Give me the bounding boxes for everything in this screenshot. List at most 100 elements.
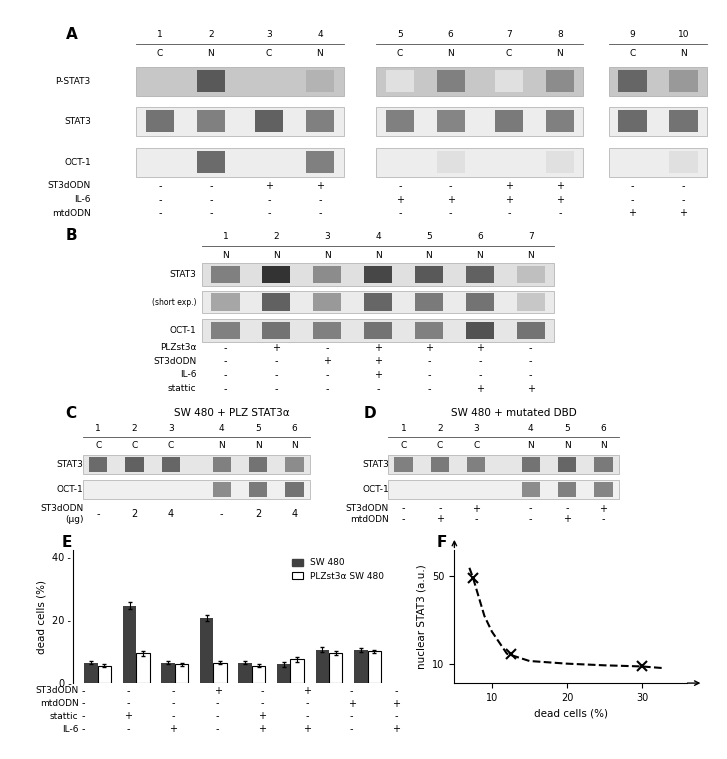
- Text: -: -: [326, 342, 329, 353]
- Y-axis label: nuclear STAT3 (a.u.): nuclear STAT3 (a.u.): [417, 564, 427, 669]
- Text: 1: 1: [222, 232, 228, 241]
- Text: 4: 4: [375, 232, 381, 241]
- Text: 6: 6: [601, 424, 606, 433]
- Text: -: -: [305, 711, 309, 722]
- Text: +: +: [395, 194, 404, 205]
- Text: ST3dODN: ST3dODN: [48, 181, 91, 191]
- Text: N: N: [527, 250, 534, 260]
- Text: stattic: stattic: [50, 712, 79, 721]
- Text: -: -: [350, 711, 353, 722]
- Text: -: -: [529, 370, 532, 380]
- Text: +: +: [475, 383, 484, 394]
- Text: (short exp.): (short exp.): [152, 298, 196, 307]
- Text: +: +: [303, 685, 311, 696]
- Text: N: N: [222, 250, 229, 260]
- Text: 2: 2: [208, 30, 214, 39]
- Text: A: A: [65, 27, 77, 42]
- Text: (μg): (μg): [65, 515, 84, 524]
- Text: -: -: [350, 685, 353, 696]
- Text: -: -: [631, 194, 634, 205]
- Text: P-STAT3: P-STAT3: [56, 77, 91, 86]
- Text: +: +: [475, 342, 484, 353]
- Text: mtdODN: mtdODN: [40, 699, 79, 708]
- Text: -: -: [529, 356, 532, 367]
- Text: N: N: [447, 49, 454, 58]
- Text: -: -: [478, 370, 481, 380]
- Text: C: C: [401, 441, 406, 450]
- Text: 3: 3: [324, 232, 330, 241]
- Text: +: +: [214, 685, 222, 696]
- Text: -: -: [158, 208, 161, 219]
- Bar: [161, 663, 174, 683]
- Bar: [97, 666, 111, 683]
- Text: 1: 1: [401, 424, 406, 433]
- Text: -: -: [209, 208, 212, 219]
- Text: C: C: [132, 441, 137, 450]
- Text: -: -: [224, 342, 227, 353]
- Text: -: -: [318, 208, 321, 219]
- Text: 2: 2: [132, 424, 137, 433]
- Text: -: -: [224, 356, 227, 367]
- Text: +: +: [555, 194, 564, 205]
- Text: +: +: [628, 208, 637, 219]
- Text: -: -: [275, 370, 278, 380]
- Bar: [368, 651, 381, 683]
- Text: IL-6: IL-6: [74, 195, 91, 204]
- Text: 4: 4: [168, 509, 174, 519]
- Text: ST3dODN: ST3dODN: [36, 686, 79, 695]
- Text: -: -: [158, 194, 161, 205]
- Text: -: -: [398, 181, 401, 191]
- Text: E: E: [62, 535, 72, 550]
- Text: D: D: [364, 406, 376, 421]
- Bar: [200, 619, 213, 683]
- Text: SW 480 + mutated DBD: SW 480 + mutated DBD: [451, 408, 577, 418]
- Text: 4: 4: [317, 30, 323, 39]
- Text: SW 480 + PLZ STAT3α: SW 480 + PLZ STAT3α: [174, 408, 290, 418]
- Text: -: -: [82, 724, 85, 735]
- Text: +: +: [505, 181, 513, 191]
- Text: -: -: [260, 685, 264, 696]
- Text: mtdODN: mtdODN: [350, 515, 389, 524]
- Text: -: -: [449, 208, 452, 219]
- Text: +: +: [258, 724, 266, 735]
- Text: -: -: [478, 356, 481, 367]
- Text: -: -: [350, 724, 353, 735]
- Text: 2: 2: [132, 509, 137, 519]
- Text: -: -: [216, 698, 220, 709]
- Bar: [213, 663, 227, 683]
- Text: -: -: [275, 383, 278, 394]
- Text: 4: 4: [528, 424, 534, 433]
- Text: 5: 5: [426, 232, 432, 241]
- Text: -: -: [377, 383, 379, 394]
- Text: +: +: [505, 194, 513, 205]
- Text: ST3dODN: ST3dODN: [153, 357, 196, 366]
- Text: C: C: [266, 49, 272, 58]
- Text: 6: 6: [448, 30, 454, 39]
- Text: -: -: [602, 514, 605, 524]
- Text: STAT3: STAT3: [57, 460, 84, 469]
- Bar: [123, 606, 136, 683]
- Text: OCT-1: OCT-1: [362, 485, 389, 494]
- Text: +: +: [446, 194, 455, 205]
- Text: -: -: [209, 181, 212, 191]
- Bar: [174, 664, 188, 683]
- Text: -: -: [82, 711, 85, 722]
- Text: 5: 5: [397, 30, 403, 39]
- Text: N: N: [425, 250, 433, 260]
- Text: -: -: [529, 342, 532, 353]
- Text: -: -: [260, 698, 264, 709]
- Text: IL-6: IL-6: [62, 725, 79, 734]
- Text: C: C: [95, 441, 101, 450]
- Text: -: -: [171, 685, 174, 696]
- Text: 3: 3: [168, 424, 174, 433]
- Text: STAT3: STAT3: [169, 270, 196, 279]
- Text: 2: 2: [255, 509, 261, 519]
- Text: +: +: [435, 514, 444, 524]
- Text: +: +: [323, 356, 332, 367]
- Bar: [329, 653, 342, 683]
- Text: -: -: [158, 181, 161, 191]
- Text: 1: 1: [95, 424, 101, 433]
- Text: 6: 6: [292, 424, 297, 433]
- Text: C: C: [397, 49, 403, 58]
- Text: +: +: [374, 370, 382, 380]
